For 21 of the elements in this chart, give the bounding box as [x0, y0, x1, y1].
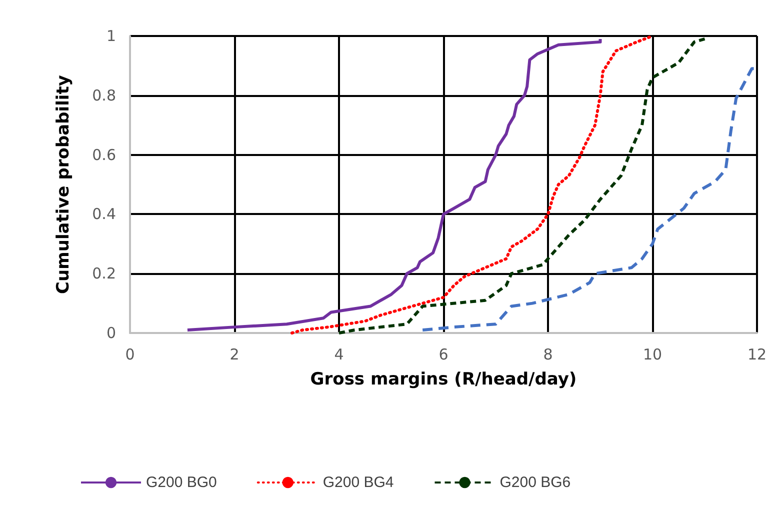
legend-label: G200 BG0 — [146, 474, 217, 491]
x-axis-title: Gross margins (R/head/day) — [310, 370, 577, 390]
y-tick-label: 0.8 — [92, 86, 116, 104]
x-tick-label: 2 — [230, 346, 240, 364]
x-tick-label: 6 — [438, 346, 448, 364]
legend-label: G200 BG6 — [500, 474, 571, 491]
y-tick-label: 0.2 — [92, 264, 116, 283]
y-tick-label: 0 — [106, 324, 116, 342]
y-tick-label: 0.4 — [92, 205, 116, 224]
line-series — [338, 37, 706, 334]
legend-label: G200 BG4 — [322, 474, 394, 491]
y-axis-title: Cumulative probability — [54, 75, 74, 294]
x-tick-label: 12 — [747, 346, 767, 364]
x-tick-label: 0 — [125, 346, 135, 364]
line-series — [290, 34, 654, 334]
x-tick-label: 8 — [543, 346, 553, 364]
x-tick-label: 4 — [334, 346, 344, 364]
x-tick-label: 10 — [642, 346, 662, 364]
line-series — [186, 37, 602, 332]
y-tick-label: 1 — [106, 27, 116, 45]
y-tick-label: 0.6 — [92, 146, 116, 164]
